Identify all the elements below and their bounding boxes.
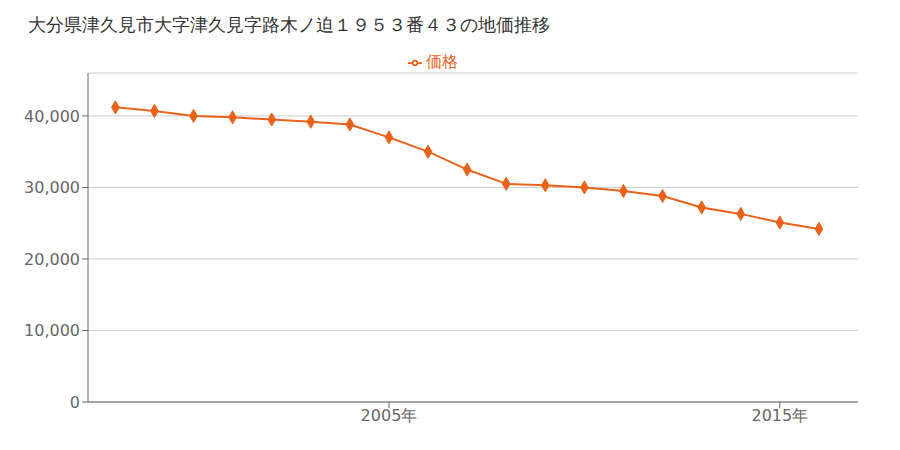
svg-text:30,000: 30,000 (24, 178, 80, 197)
html-text:大分県津久見市大字津久見字路木ノ迫１９５３番４３の地価推移: 大分県津久見市大字津久見字路木ノ迫１９５３番４３の地価推移 (28, 14, 550, 35)
svg-text:2005年: 2005年 (361, 406, 418, 425)
svg-text:10,000: 10,000 (24, 321, 80, 340)
html-text:価格: 価格 (426, 52, 458, 71)
svg-text:0: 0 (70, 393, 80, 412)
svg-text:40,000: 40,000 (24, 107, 80, 126)
svg-text:2015年: 2015年 (751, 406, 808, 425)
svg-text:20,000: 20,000 (24, 250, 80, 269)
